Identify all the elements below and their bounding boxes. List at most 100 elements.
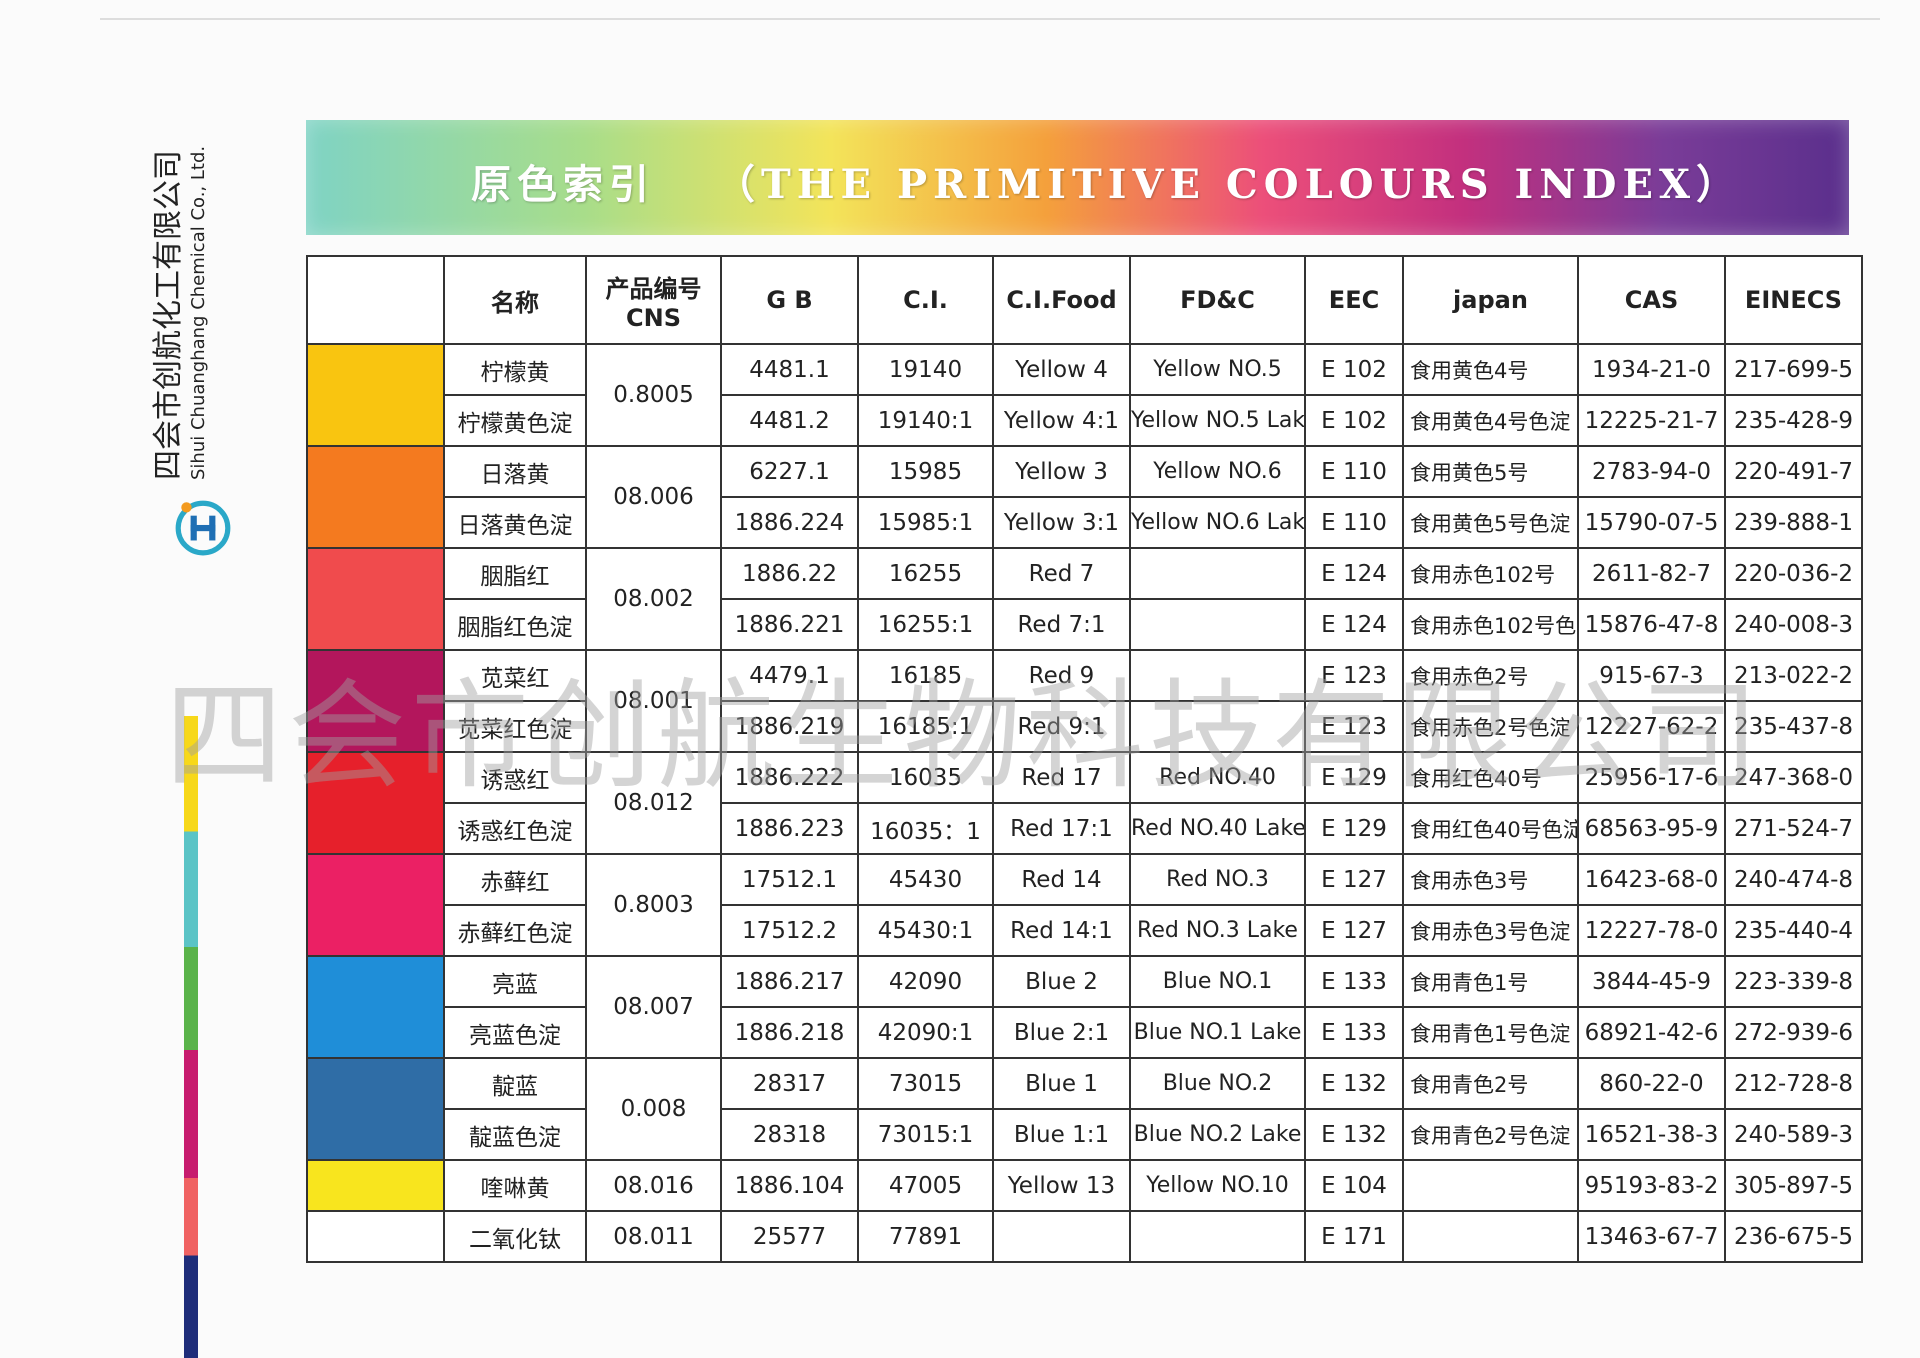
colour-swatch	[306, 1210, 445, 1263]
ci-cell: 19140	[857, 343, 994, 396]
name-cell: 柠檬黄色淀	[443, 394, 587, 447]
header-row: 名称 产品编号 CNS G B C.I. C.I.Food FD&C EEC japan CAS E…	[306, 255, 1863, 345]
gb-cell: 1886.224	[720, 496, 859, 549]
japan-cell: 食用黄色4号色淀	[1402, 394, 1579, 447]
japan-cell: 食用红色40号色淀	[1402, 802, 1579, 855]
ci-cell: 42090:1	[857, 1006, 994, 1059]
ci-cell: 16255:1	[857, 598, 994, 651]
ci-cell: 15985:1	[857, 496, 994, 549]
ci-cell: 16255	[857, 547, 994, 600]
ci-food-cell: Blue 2	[992, 955, 1131, 1008]
color-strip	[184, 716, 198, 1358]
ci-food-cell: Red 7	[992, 547, 1131, 600]
cas-cell: 2611-82-7	[1577, 547, 1726, 600]
fdc-cell: Yellow NO.5	[1129, 343, 1306, 396]
cns-cell: 08.016	[585, 1159, 722, 1212]
fdc-cell: Yellow NO.6 Lake	[1129, 496, 1306, 549]
japan-cell: 食用青色2号	[1402, 1057, 1579, 1110]
einecs-cell: 271-524-7	[1724, 802, 1863, 855]
header-line: 产品编号	[605, 274, 702, 303]
page-edge	[100, 18, 1880, 20]
fdc-cell: Blue NO.1 Lake	[1129, 1006, 1306, 1059]
eec-cell: E 123	[1304, 700, 1404, 753]
table-row: 柠檬黄色淀 4481.2 19140:1 Yellow 4:1 Yellow NO.5 …	[307, 394, 1863, 447]
cas-cell: 25956-17-6	[1577, 751, 1726, 804]
header-cell: 名称	[443, 255, 587, 345]
ci-food-cell: Red 17:1	[992, 802, 1131, 855]
cas-cell: 68563-95-9	[1577, 802, 1726, 855]
gb-cell: 17512.1	[720, 853, 859, 906]
eec-cell: E 124	[1304, 598, 1404, 651]
title-banner: 原色索引 （THE PRIMITIVE COLOURS INDEX）	[306, 120, 1849, 235]
table-row: 亮蓝色淀 1886.218 42090:1 Blue 2:1 Blue NO.1 Lak…	[307, 1006, 1863, 1059]
japan-cell: 食用赤色2号	[1402, 649, 1579, 702]
table-row: 胭脂红色淀 1886.221 16255:1 Red 7:1 E 124 食用赤色102号…	[307, 598, 1863, 651]
cas-cell: 16521-38-3	[1577, 1108, 1726, 1161]
eec-cell: E 133	[1304, 955, 1404, 1008]
colour-swatch	[306, 1159, 445, 1212]
fdc-cell: Yellow NO.10	[1129, 1159, 1306, 1212]
ci-food-cell: Blue 1	[992, 1057, 1131, 1110]
einecs-cell: 305-897-5	[1724, 1159, 1863, 1212]
header-cell: C.I.Food	[992, 255, 1131, 345]
table-row: 赤藓红 0.8003 17512.1 45430 Red 14 Red NO.3 E 127…	[306, 853, 1863, 957]
ci-food-cell	[992, 1210, 1131, 1263]
name-cell: 日落黄	[443, 445, 587, 498]
japan-cell	[1402, 1210, 1579, 1263]
ci-cell: 19140:1	[857, 394, 994, 447]
einecs-cell: 240-008-3	[1724, 598, 1863, 651]
ci-food-cell: Yellow 13	[992, 1159, 1131, 1212]
table-row: 赤藓红色淀 17512.2 45430:1 Red 14:1 Red NO.3 Lake…	[307, 904, 1863, 957]
japan-cell: 食用赤色2号色淀	[1402, 700, 1579, 753]
name-cell: 苋菜红	[443, 649, 587, 702]
ci-cell: 77891	[857, 1210, 994, 1263]
cas-cell: 860-22-0	[1577, 1057, 1726, 1110]
einecs-cell: 212-728-8	[1724, 1057, 1863, 1110]
company-name-cn: 四会市创航化工有限公司	[151, 150, 186, 480]
eec-cell: E 171	[1304, 1210, 1404, 1263]
japan-cell: 食用赤色102号	[1402, 547, 1579, 600]
gb-cell: 4481.2	[720, 394, 859, 447]
name-cell: 亮蓝	[443, 955, 587, 1008]
table-row: 靛蓝色淀 28318 73015:1 Blue 1:1 Blue NO.2 Lake E …	[307, 1108, 1863, 1161]
gb-cell: 28318	[720, 1108, 859, 1161]
name-cell: 日落黄色淀	[443, 496, 587, 549]
header-line: CNS	[626, 303, 681, 332]
gb-cell: 25577	[720, 1210, 859, 1263]
eec-cell: E 129	[1304, 751, 1404, 804]
cas-cell: 3844-45-9	[1577, 955, 1726, 1008]
cas-cell: 95193-83-2	[1577, 1159, 1726, 1212]
fdc-cell: Red NO.40	[1129, 751, 1306, 804]
japan-cell: 食用赤色3号	[1402, 853, 1579, 906]
ci-cell: 15985	[857, 445, 994, 498]
name-cell: 靛蓝	[443, 1057, 587, 1110]
cns-cell: 08.006	[585, 445, 722, 549]
header-cell: FD&C	[1129, 255, 1306, 345]
eec-cell: E 110	[1304, 445, 1404, 498]
colour-swatch	[306, 853, 445, 957]
gb-cell: 1886.218	[720, 1006, 859, 1059]
ci-food-cell: Red 7:1	[992, 598, 1131, 651]
ci-food-cell: Blue 2:1	[992, 1006, 1131, 1059]
cns-cell: 08.002	[585, 547, 722, 651]
name-cell: 亮蓝色淀	[443, 1006, 587, 1059]
header-cell: G B	[720, 255, 859, 345]
fdc-cell	[1129, 700, 1306, 753]
einecs-cell: 272-939-6	[1724, 1006, 1863, 1059]
einecs-cell: 213-022-2	[1724, 649, 1863, 702]
cns-cell: 0.8005	[585, 343, 722, 447]
fdc-cell: Blue NO.1	[1129, 955, 1306, 1008]
eec-cell: E 127	[1304, 904, 1404, 957]
ci-cell: 73015	[857, 1057, 994, 1110]
japan-cell: 食用赤色102号色淀	[1402, 598, 1579, 651]
gb-cell: 1886.22	[720, 547, 859, 600]
ci-food-cell: Red 9	[992, 649, 1131, 702]
fdc-cell: Blue NO.2	[1129, 1057, 1306, 1110]
cns-cell: 08.001	[585, 649, 722, 753]
fdc-cell	[1129, 649, 1306, 702]
ci-food-cell: Yellow 3:1	[992, 496, 1131, 549]
name-cell: 柠檬黄	[443, 343, 587, 396]
name-cell: 胭脂红色淀	[443, 598, 587, 651]
gb-cell: 1886.104	[720, 1159, 859, 1212]
